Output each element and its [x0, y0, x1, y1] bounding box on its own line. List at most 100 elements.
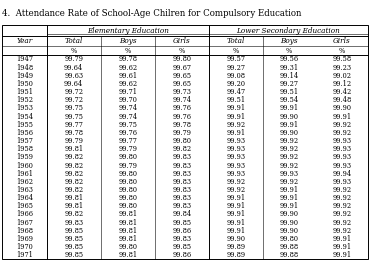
Text: 99.51: 99.51: [226, 96, 245, 104]
Text: 99.80: 99.80: [118, 186, 137, 194]
Text: 99.82: 99.82: [64, 210, 83, 219]
Text: 1954: 1954: [16, 113, 33, 121]
Text: 99.91: 99.91: [332, 251, 351, 259]
Text: 99.80: 99.80: [172, 56, 191, 63]
Text: Total: Total: [227, 37, 245, 45]
Text: 99.90: 99.90: [280, 129, 299, 137]
Text: 99.65: 99.65: [172, 80, 191, 88]
Text: 99.42: 99.42: [332, 88, 351, 96]
Text: 99.23: 99.23: [332, 64, 351, 72]
Text: 1971: 1971: [16, 251, 33, 259]
Text: 99.77: 99.77: [64, 121, 83, 129]
Text: 99.75: 99.75: [64, 105, 83, 112]
Text: %: %: [179, 47, 185, 55]
Text: 99.85: 99.85: [64, 243, 83, 251]
Text: 99.83: 99.83: [172, 170, 191, 178]
Text: 99.70: 99.70: [118, 96, 137, 104]
Text: 99.84: 99.84: [172, 210, 191, 219]
Text: 99.83: 99.83: [172, 153, 191, 161]
Text: 1951: 1951: [16, 88, 33, 96]
Text: %: %: [233, 47, 239, 55]
Text: 1959: 1959: [16, 153, 33, 161]
Text: 99.76: 99.76: [172, 113, 191, 121]
Text: 99.14: 99.14: [280, 72, 299, 80]
Text: 99.73: 99.73: [172, 88, 191, 96]
Text: 99.62: 99.62: [118, 80, 137, 88]
Text: 99.89: 99.89: [226, 251, 245, 259]
Text: %: %: [286, 47, 292, 55]
Text: Boys: Boys: [119, 37, 137, 45]
Text: 1967: 1967: [16, 219, 33, 227]
Text: 99.65: 99.65: [172, 72, 191, 80]
Text: 99.85: 99.85: [64, 227, 83, 235]
Text: 1953: 1953: [16, 105, 33, 112]
Text: 99.72: 99.72: [64, 88, 83, 96]
Text: 99.81: 99.81: [118, 251, 137, 259]
Text: 99.80: 99.80: [280, 235, 299, 243]
Text: 99.31: 99.31: [280, 64, 299, 72]
Text: 99.80: 99.80: [118, 243, 137, 251]
Text: 99.93: 99.93: [226, 170, 245, 178]
Text: 99.61: 99.61: [118, 72, 137, 80]
Text: 1965: 1965: [16, 202, 33, 210]
Text: 99.82: 99.82: [64, 153, 83, 161]
Text: 99.85: 99.85: [172, 243, 191, 251]
Text: 99.78: 99.78: [118, 56, 137, 63]
Text: 4.  Attendance Rate of School-Age Chilren for Compulsory Education: 4. Attendance Rate of School-Age Chilren…: [2, 9, 301, 18]
Text: 99.92: 99.92: [332, 227, 351, 235]
Text: 99.82: 99.82: [64, 178, 83, 186]
Text: 99.58: 99.58: [332, 56, 351, 63]
Text: 1949: 1949: [16, 72, 33, 80]
Text: 99.91: 99.91: [280, 186, 299, 194]
Text: 99.92: 99.92: [332, 121, 351, 129]
Text: Girls: Girls: [173, 37, 191, 45]
Text: 99.81: 99.81: [118, 210, 137, 219]
Text: 99.08: 99.08: [226, 72, 245, 80]
Text: 99.80: 99.80: [118, 170, 137, 178]
Text: 99.77: 99.77: [118, 137, 137, 145]
Text: 99.92: 99.92: [332, 210, 351, 219]
Text: 99.94: 99.94: [332, 170, 351, 178]
Text: 99.91: 99.91: [226, 227, 245, 235]
Text: 99.92: 99.92: [280, 137, 299, 145]
Text: 99.93: 99.93: [332, 145, 351, 153]
Text: 1964: 1964: [16, 194, 33, 202]
Text: 1966: 1966: [16, 210, 33, 219]
Text: 99.91: 99.91: [226, 210, 245, 219]
Text: 99.81: 99.81: [64, 145, 83, 153]
Text: 99.92: 99.92: [332, 202, 351, 210]
Text: 99.51: 99.51: [280, 88, 299, 96]
Text: 99.71: 99.71: [118, 88, 137, 96]
Text: 1947: 1947: [16, 56, 33, 63]
Text: 99.79: 99.79: [64, 137, 83, 145]
Text: 99.90: 99.90: [280, 210, 299, 219]
Text: 99.85: 99.85: [172, 219, 191, 227]
Text: 99.92: 99.92: [280, 178, 299, 186]
Text: 1957: 1957: [16, 137, 33, 145]
Text: 99.74: 99.74: [172, 96, 191, 104]
Text: 1950: 1950: [16, 80, 33, 88]
Text: 99.80: 99.80: [172, 137, 191, 145]
Text: 99.93: 99.93: [332, 137, 351, 145]
Text: 1970: 1970: [16, 243, 33, 251]
Text: 99.90: 99.90: [332, 105, 351, 112]
Text: 99.92: 99.92: [332, 219, 351, 227]
Text: 99.93: 99.93: [332, 162, 351, 170]
Text: 99.12: 99.12: [332, 80, 351, 88]
Text: 99.90: 99.90: [226, 235, 245, 243]
Text: 99.93: 99.93: [226, 162, 245, 170]
Text: 99.81: 99.81: [64, 194, 83, 202]
Text: 99.79: 99.79: [118, 162, 137, 170]
Text: Total: Total: [64, 37, 83, 45]
Text: 99.81: 99.81: [64, 202, 83, 210]
Text: Lower Secondary Education: Lower Secondary Education: [236, 26, 340, 35]
Text: 99.92: 99.92: [280, 145, 299, 153]
Text: 99.80: 99.80: [118, 194, 137, 202]
Text: 99.89: 99.89: [226, 243, 245, 251]
Text: 99.90: 99.90: [280, 219, 299, 227]
Text: 99.83: 99.83: [172, 194, 191, 202]
Text: 99.91: 99.91: [332, 243, 351, 251]
Text: 99.02: 99.02: [332, 72, 351, 80]
Text: 99.92: 99.92: [332, 186, 351, 194]
Text: 99.79: 99.79: [64, 56, 83, 63]
